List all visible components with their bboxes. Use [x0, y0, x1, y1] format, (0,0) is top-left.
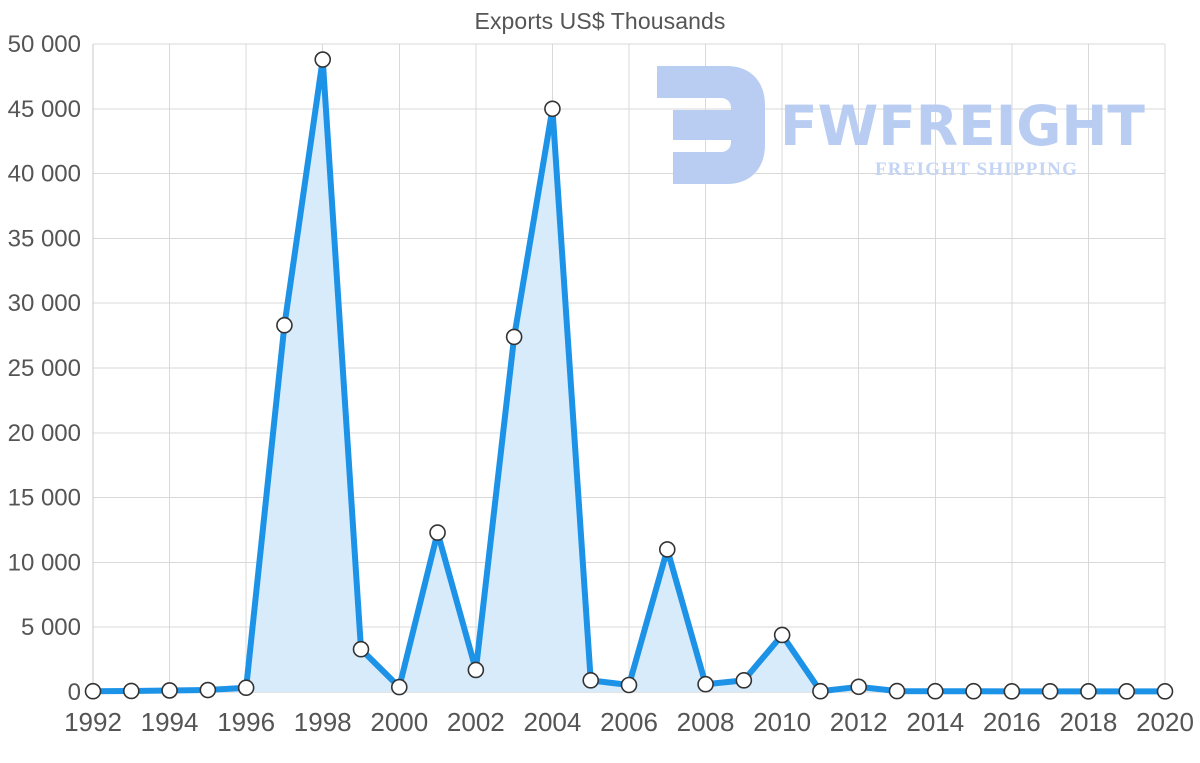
y-axis-tick-label: 40 000 — [8, 161, 81, 188]
x-axis-tick-label: 2012 — [830, 707, 888, 737]
x-axis-tick-label: 1992 — [64, 707, 122, 737]
x-axis-tick-label: 2020 — [1136, 707, 1194, 737]
data-point-marker[interactable] — [1080, 683, 1097, 700]
x-axis-tick-label: 2002 — [447, 707, 505, 737]
y-axis-tick-label: 30 000 — [8, 290, 81, 317]
x-axis-tick-label: 2016 — [983, 707, 1041, 737]
data-point-marker[interactable] — [812, 682, 829, 700]
data-point-marker[interactable] — [697, 675, 714, 693]
series-area — [93, 59, 1165, 692]
data-point-marker[interactable] — [352, 640, 370, 658]
data-point-marker[interactable] — [1003, 683, 1021, 700]
data-point-marker[interactable] — [84, 682, 102, 700]
data-point-marker[interactable] — [1156, 683, 1174, 700]
data-point-marker[interactable] — [544, 100, 561, 118]
x-axis-tick-label: 2000 — [370, 707, 428, 737]
series-area-fill — [93, 59, 1165, 692]
data-point-marker[interactable] — [390, 678, 408, 696]
data-point-marker[interactable] — [850, 678, 868, 696]
y-axis-tick-label: 20 000 — [8, 420, 81, 447]
x-axis-tick-label: 2008 — [677, 707, 735, 737]
x-axis-tick-labels: 1992 1994 1996 1998 2000 2002 2004 2006 2008 2010… — [64, 707, 1194, 737]
data-point-marker[interactable] — [965, 682, 982, 700]
y-axis-tick-label: 10 000 — [8, 549, 81, 576]
data-point-marker[interactable] — [122, 682, 140, 700]
x-axis-tick-label: 2006 — [600, 707, 658, 737]
data-point-marker[interactable] — [888, 682, 906, 700]
data-point-marker[interactable] — [505, 328, 523, 346]
data-point-marker[interactable] — [926, 682, 944, 700]
data-point-marker[interactable] — [467, 661, 485, 679]
data-point-marker[interactable] — [276, 316, 293, 334]
data-point-marker[interactable] — [1118, 683, 1136, 700]
data-point-marker[interactable] — [620, 676, 638, 694]
x-axis-tick-label: 1994 — [141, 707, 199, 737]
y-axis-tick-label: 45 000 — [8, 96, 81, 123]
data-point-marker[interactable] — [582, 672, 600, 689]
y-axis-tick-label: 25 000 — [8, 355, 81, 382]
y-axis-tick-label: 50 000 — [8, 31, 81, 58]
data-point-marker[interactable] — [429, 524, 446, 541]
data-point-marker[interactable] — [314, 51, 332, 68]
x-axis-tick-label: 1998 — [294, 707, 352, 737]
data-point-marker[interactable] — [1041, 683, 1059, 700]
x-axis-tick-label: 2004 — [524, 707, 582, 737]
x-axis-tick-label: 2018 — [1060, 707, 1118, 737]
y-axis-tick-labels: 0 5 000 10 000 15 000 20 000 25 000 30 000 35 0… — [8, 31, 81, 706]
data-point-marker[interactable] — [658, 541, 676, 558]
y-axis-tick-label: 15 000 — [8, 485, 81, 512]
y-axis-tick-label: 0 — [68, 679, 81, 706]
x-axis-tick-label: 2014 — [906, 707, 964, 737]
data-point-marker[interactable] — [161, 682, 178, 699]
data-point-marker[interactable] — [773, 626, 791, 644]
x-axis-tick-label: 2010 — [753, 707, 811, 737]
data-point-marker[interactable] — [199, 681, 217, 699]
y-axis-tick-label: 5 000 — [21, 614, 81, 641]
chart-title: Exports US$ Thousands — [474, 8, 726, 34]
data-point-marker[interactable] — [735, 672, 753, 689]
series-markers — [84, 51, 1174, 700]
data-point-marker[interactable] — [237, 679, 255, 697]
x-axis-tick-label: 1996 — [217, 707, 275, 737]
y-axis-tick-label: 35 000 — [8, 225, 81, 252]
